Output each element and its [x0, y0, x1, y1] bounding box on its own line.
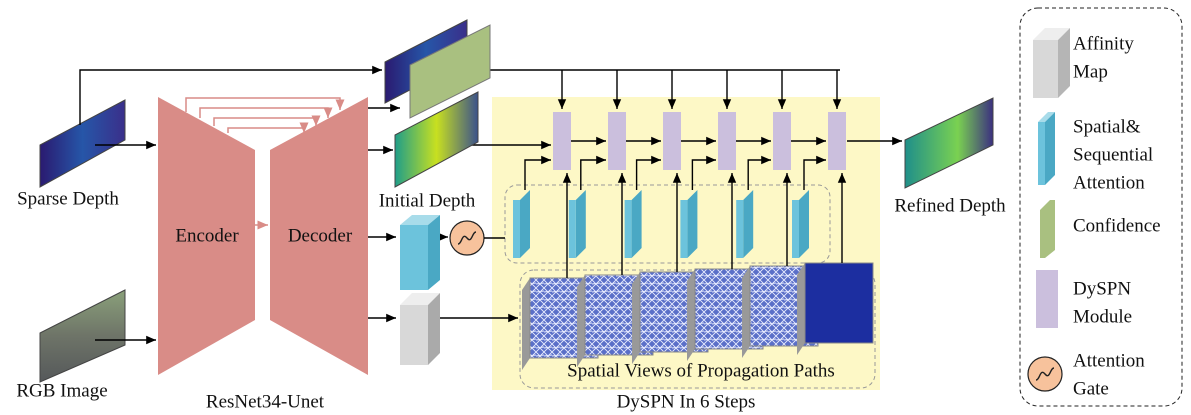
dyspn-module	[663, 112, 681, 170]
step-attention	[736, 200, 743, 258]
paths-label: Spatial Views of Propagation Paths	[567, 360, 835, 381]
path-side	[632, 272, 640, 364]
attention-side	[632, 190, 642, 258]
legend-attention-icon	[1038, 112, 1055, 185]
dyspn-module	[553, 112, 571, 170]
step-attention	[625, 200, 632, 258]
diagram: Sparse Depth RGB Image Encoder Decoder R…	[0, 0, 1191, 415]
step-attention	[680, 200, 687, 258]
dyspn-module	[773, 112, 791, 170]
rgb-image	[40, 290, 125, 382]
propagation-path	[805, 263, 873, 343]
attention-side	[576, 190, 586, 258]
step-attention	[513, 200, 520, 258]
backbone-label: ResNet34-Unet	[206, 391, 325, 412]
attention-side	[687, 190, 697, 258]
legend-affinity-icon	[1033, 28, 1070, 98]
attention-side	[520, 190, 530, 258]
initial-depth-label: Initial Depth	[379, 190, 476, 211]
legend-label: Attention	[1073, 172, 1145, 193]
legend-label: Gate	[1073, 378, 1109, 399]
legend-label: Sequential	[1073, 144, 1153, 165]
decoder-label: Decoder	[288, 225, 353, 246]
rgb-label: RGB Image	[16, 380, 107, 401]
path-side	[687, 269, 695, 361]
refined-depth-label: Refined Depth	[894, 195, 1006, 216]
attention-side	[799, 190, 809, 258]
attention-side	[743, 190, 753, 258]
attention-block	[400, 215, 440, 290]
legend-label: Attention	[1073, 350, 1145, 371]
path-side	[742, 266, 750, 358]
legend-label: Map	[1073, 61, 1108, 82]
step-attention	[569, 200, 576, 258]
affinity-block	[400, 293, 440, 365]
legend-module-icon	[1036, 270, 1058, 328]
path-side	[577, 275, 585, 367]
dyspn-label: DySPN In 6 Steps	[617, 391, 756, 412]
encoder-label: Encoder	[175, 225, 239, 246]
sparse-depth-image	[40, 100, 125, 187]
legend-confidence-icon	[1040, 200, 1055, 258]
dyspn-module	[718, 112, 736, 170]
legend-label: Affinity	[1073, 33, 1134, 54]
legend-label: Spatial&	[1073, 116, 1141, 137]
legend-label: Confidence	[1073, 215, 1161, 236]
dyspn-module	[828, 112, 846, 170]
legend-label: Module	[1073, 306, 1132, 327]
refined-depth-image	[905, 98, 993, 188]
initial-depth-image	[395, 92, 478, 187]
dyspn-module	[608, 112, 626, 170]
sparse-depth-label: Sparse Depth	[17, 188, 119, 209]
step-attention	[792, 200, 799, 258]
path-side	[797, 263, 805, 355]
path-side	[522, 278, 530, 370]
legend-label: DySPN	[1073, 278, 1131, 299]
